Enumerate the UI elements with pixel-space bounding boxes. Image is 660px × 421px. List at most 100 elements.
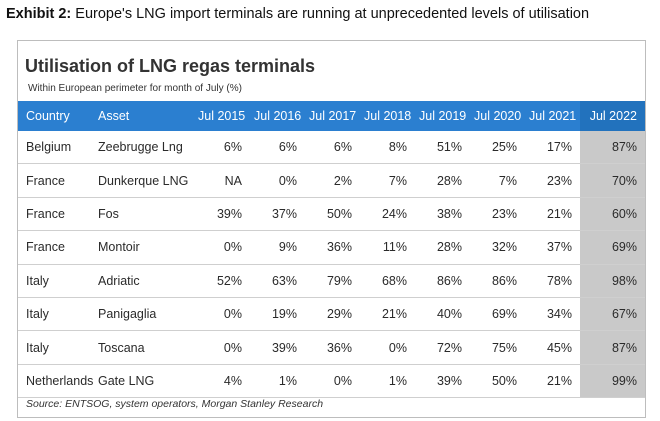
utilisation-cell: 0%	[194, 297, 250, 332]
utilisation-cell: 72%	[415, 330, 470, 365]
utilisation-cell: 50%	[470, 364, 525, 399]
asset-cell: Gate LNG	[92, 364, 194, 399]
utilisation-cell: 37%	[250, 197, 305, 232]
exhibit-caption: Exhibit 2: Europe's LNG import terminals…	[6, 6, 589, 22]
utilisation-cell: 17%	[525, 131, 580, 165]
table-row: Belgium Zeebrugge Lng 6% 6% 6% 8% 51% 25% 17% 87%	[18, 131, 645, 165]
utilisation-cell: 60%	[580, 197, 645, 232]
utilisation-cell: 9%	[250, 230, 305, 265]
utilisation-cell: 75%	[470, 330, 525, 365]
utilisation-cell: 69%	[470, 297, 525, 332]
utilisation-cell: 86%	[415, 264, 470, 298]
utilisation-cell: 69%	[580, 230, 645, 265]
asset-cell: Dunkerque LNG	[92, 163, 194, 198]
asset-cell: Panigaglia	[92, 297, 194, 332]
utilisation-cell: 37%	[525, 230, 580, 265]
country-cell: Italy	[18, 330, 92, 365]
table-subtitle: Within European perimeter for month of J…	[28, 83, 242, 94]
utilisation-cell: 87%	[580, 330, 645, 365]
column-header: Asset	[92, 101, 194, 131]
table-row: France Montoir 0% 9% 36% 11% 28% 32% 37% 69%	[18, 230, 645, 265]
utilisation-cell: 7%	[360, 163, 415, 198]
utilisation-cell: 23%	[470, 197, 525, 232]
utilisation-cell: 68%	[360, 264, 415, 298]
utilisation-cell: 1%	[360, 364, 415, 399]
country-cell: France	[18, 163, 92, 198]
column-header: Jul 2018	[360, 101, 415, 131]
utilisation-cell: 39%	[415, 364, 470, 399]
utilisation-cell: 11%	[360, 230, 415, 265]
utilisation-table: Country Asset Jul 2015 Jul 2016 Jul 2017 Jul …	[18, 101, 645, 399]
utilisation-cell: 25%	[470, 131, 525, 165]
utilisation-cell: 6%	[194, 131, 250, 165]
utilisation-cell: 52%	[194, 264, 250, 298]
table-row: Netherlands Gate LNG 4% 1% 0% 1% 39% 50% 21% 99%	[18, 364, 645, 399]
utilisation-cell: 38%	[415, 197, 470, 232]
utilisation-cell: 21%	[525, 364, 580, 399]
utilisation-cell: 7%	[470, 163, 525, 198]
asset-cell: Montoir	[92, 230, 194, 265]
utilisation-cell: 36%	[305, 330, 360, 365]
utilisation-cell: 36%	[305, 230, 360, 265]
column-header: Jul 2016	[250, 101, 305, 131]
asset-cell: Fos	[92, 197, 194, 232]
asset-cell: Zeebrugge Lng	[92, 131, 194, 165]
table-frame	[17, 40, 646, 418]
utilisation-cell: 70%	[580, 163, 645, 198]
table-row: France Dunkerque LNG NA 0% 2% 7% 28% 7% 23% 70%	[18, 163, 645, 198]
country-cell: Belgium	[18, 131, 92, 165]
column-header: Jul 2021	[525, 101, 580, 131]
utilisation-cell: 79%	[305, 264, 360, 298]
exhibit-label: Exhibit 2:	[6, 6, 72, 22]
country-cell: France	[18, 197, 92, 232]
utilisation-cell: 2%	[305, 163, 360, 198]
column-header: Jul 2022	[580, 101, 645, 131]
utilisation-cell: 99%	[580, 364, 645, 399]
column-header: Jul 2017	[305, 101, 360, 131]
column-header: Jul 2020	[470, 101, 525, 131]
utilisation-cell: 23%	[525, 163, 580, 198]
utilisation-cell: 98%	[580, 264, 645, 298]
asset-cell: Adriatic	[92, 264, 194, 298]
utilisation-cell: 1%	[250, 364, 305, 399]
utilisation-cell: 19%	[250, 297, 305, 332]
utilisation-cell: 29%	[305, 297, 360, 332]
utilisation-cell: 21%	[525, 197, 580, 232]
column-header: Jul 2015	[194, 101, 250, 131]
utilisation-cell: 0%	[194, 230, 250, 265]
utilisation-cell: 24%	[360, 197, 415, 232]
country-cell: France	[18, 230, 92, 265]
utilisation-cell: 63%	[250, 264, 305, 298]
utilisation-cell: 50%	[305, 197, 360, 232]
table-row: Italy Toscana 0% 39% 36% 0% 72% 75% 45% 87%	[18, 330, 645, 365]
table-header-row: Country Asset Jul 2015 Jul 2016 Jul 2017 Jul …	[18, 101, 645, 131]
utilisation-cell: 21%	[360, 297, 415, 332]
utilisation-cell: 39%	[194, 197, 250, 232]
column-header: Jul 2019	[415, 101, 470, 131]
utilisation-cell: 0%	[305, 364, 360, 399]
utilisation-cell: 28%	[415, 163, 470, 198]
utilisation-cell: 6%	[305, 131, 360, 165]
table-row: Italy Panigaglia 0% 19% 29% 21% 40% 69% 34% 67%	[18, 297, 645, 332]
column-header: Country	[18, 101, 92, 131]
utilisation-cell: 67%	[580, 297, 645, 332]
utilisation-cell: 51%	[415, 131, 470, 165]
utilisation-cell: NA	[194, 163, 250, 198]
utilisation-cell: 87%	[580, 131, 645, 165]
asset-cell: Toscana	[92, 330, 194, 365]
source-note: Source: ENTSOG, system operators, Morgan…	[26, 398, 324, 410]
utilisation-cell: 40%	[415, 297, 470, 332]
utilisation-cell: 45%	[525, 330, 580, 365]
country-cell: Italy	[18, 264, 92, 298]
utilisation-cell: 32%	[470, 230, 525, 265]
country-cell: Italy	[18, 297, 92, 332]
table-title: Utilisation of LNG regas terminals	[25, 56, 316, 76]
utilisation-cell: 78%	[525, 264, 580, 298]
utilisation-cell: 0%	[250, 163, 305, 198]
country-cell: Netherlands	[18, 364, 93, 399]
utilisation-cell: 34%	[525, 297, 580, 332]
table-row: Italy Adriatic 52% 63% 79% 68% 86% 86% 78% 98%	[18, 264, 645, 298]
exhibit-text: Europe's LNG import terminals are runnin…	[75, 6, 590, 22]
utilisation-cell: 28%	[415, 230, 470, 265]
utilisation-cell: 86%	[470, 264, 525, 298]
